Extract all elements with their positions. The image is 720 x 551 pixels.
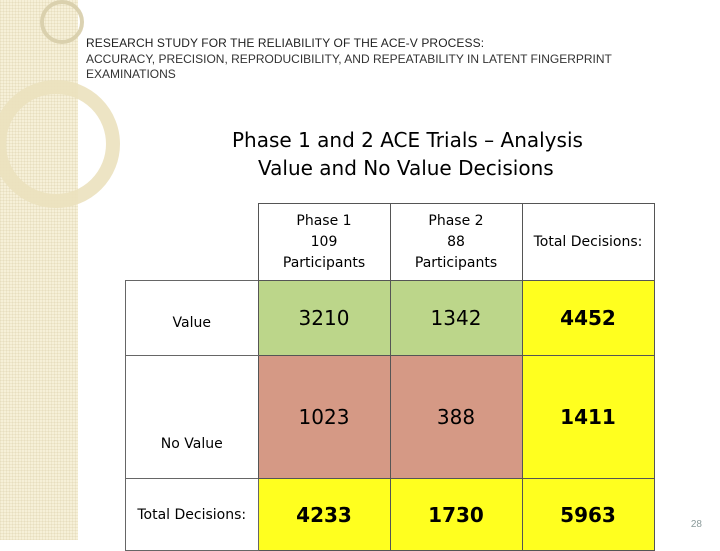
- page-number: 28: [690, 519, 702, 530]
- table-row-total: Total Decisions: 4233 1730 5963: [125, 478, 655, 551]
- decisions-table: Phase 1 109 Participants Phase 2 88 Part…: [125, 203, 655, 551]
- header-total-label: Total Decisions:: [533, 233, 643, 250]
- cell-novalue-total: 1411: [521, 355, 655, 479]
- table-row-value: Value 3210 1342 4452: [125, 280, 655, 356]
- header-phase1-line2: 109: [310, 233, 338, 250]
- cell-total-total: 5963: [521, 478, 655, 551]
- cell-total-phase2: 1730: [389, 478, 523, 551]
- cell-value-total: 4452: [521, 280, 655, 356]
- decorative-ring: [0, 80, 120, 208]
- cell-value-phase1: 3210: [257, 280, 391, 356]
- header-phase1: Phase 1 109 Participants: [257, 203, 391, 281]
- study-subtitle: ACCURACY, PRECISION, REPRODUCIBILITY, AN…: [86, 52, 706, 82]
- header-empty-cell: [126, 204, 259, 281]
- table-row-novalue: No Value 1023 388 1411: [125, 355, 655, 479]
- row-label-novalue: No Value: [125, 355, 258, 479]
- header-phase2-line2: 88: [447, 233, 465, 250]
- cell-value-phase2: 1342: [389, 280, 523, 356]
- slide-title-sub: Value and No Value Decisions: [258, 156, 554, 180]
- slide-title-main: Phase 1 and 2 ACE Trials – Analysis: [232, 128, 583, 152]
- table-header-row: Phase 1 109 Participants Phase 2 88 Part…: [126, 203, 655, 281]
- study-subtitle-line2: EXAMINATIONS: [86, 67, 176, 81]
- header-phase2: Phase 2 88 Participants: [389, 203, 523, 281]
- row-label-total: Total Decisions:: [125, 478, 259, 551]
- header-phase1-line1: Phase 1: [296, 212, 352, 229]
- cell-novalue-phase1: 1023: [257, 355, 391, 479]
- header-phase1-line3: Participants: [282, 254, 366, 271]
- header-phase2-line3: Participants: [414, 254, 498, 271]
- study-title: RESEARCH STUDY FOR THE RELIABILITY OF TH…: [86, 36, 485, 50]
- cell-novalue-phase2: 388: [389, 355, 523, 479]
- header-total: Total Decisions:: [521, 203, 655, 281]
- study-subtitle-line1: ACCURACY, PRECISION, REPRODUCIBILITY, AN…: [86, 52, 612, 66]
- row-label-value: Value: [125, 280, 258, 356]
- cell-total-phase1: 4233: [257, 478, 391, 551]
- header-phase2-line1: Phase 2: [428, 212, 484, 229]
- slide-title: Phase 1 and 2 ACE Trials – Analysis Valu…: [232, 126, 692, 182]
- decorative-ring-small: [40, 0, 84, 44]
